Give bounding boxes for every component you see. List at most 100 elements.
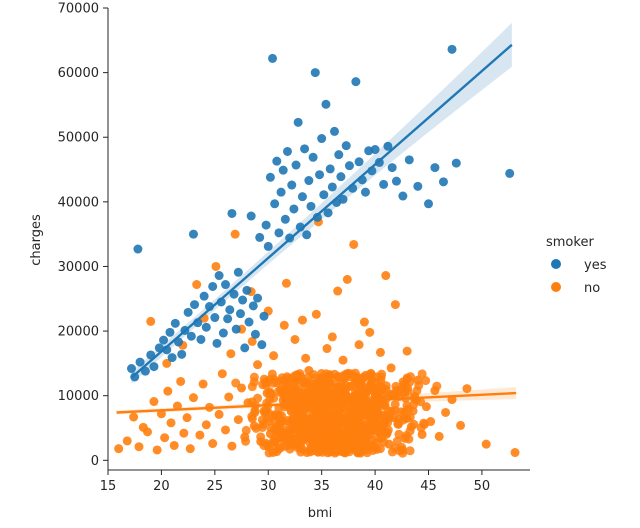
y-tick-label: 40000 — [58, 195, 99, 210]
data-point — [274, 228, 284, 238]
data-point — [253, 393, 263, 403]
data-point — [249, 421, 259, 431]
plot-area — [114, 22, 520, 458]
data-point — [397, 384, 407, 394]
data-point — [165, 327, 175, 337]
data-point — [381, 271, 391, 281]
data-point — [319, 190, 329, 200]
data-point — [240, 432, 250, 442]
data-point — [290, 334, 300, 344]
data-point — [322, 414, 332, 424]
data-point — [242, 285, 252, 295]
data-point — [269, 374, 279, 384]
data-point — [276, 187, 286, 197]
data-point — [292, 370, 302, 380]
data-point — [400, 433, 410, 443]
data-point — [199, 291, 209, 301]
data-point — [338, 194, 348, 204]
data-point — [182, 413, 192, 423]
data-point — [162, 358, 172, 368]
data-point — [430, 163, 440, 173]
data-point — [310, 68, 320, 78]
data-point — [426, 417, 436, 427]
data-point — [255, 232, 265, 242]
data-point — [327, 182, 337, 192]
data-point — [383, 141, 393, 151]
data-point — [375, 347, 385, 357]
data-point — [350, 368, 360, 378]
data-point — [223, 314, 233, 324]
data-point — [134, 442, 144, 452]
data-point — [451, 158, 461, 168]
data-point — [246, 211, 256, 221]
data-point — [282, 146, 292, 156]
data-point — [304, 365, 314, 375]
data-point — [379, 419, 389, 429]
data-point — [303, 388, 313, 398]
data-point — [329, 445, 339, 455]
data-point — [336, 172, 346, 182]
data-point — [357, 390, 367, 400]
legend: smoker yes no — [546, 235, 607, 296]
data-point — [421, 402, 431, 412]
data-point — [163, 386, 173, 396]
data-point — [366, 425, 376, 435]
data-point — [405, 446, 415, 456]
data-point — [227, 441, 237, 451]
data-point — [351, 77, 361, 87]
data-point — [248, 301, 258, 311]
data-point — [316, 406, 326, 416]
data-point — [250, 329, 260, 339]
y-tick-label: 30000 — [58, 260, 99, 275]
data-point — [274, 425, 284, 435]
data-point — [350, 423, 360, 433]
data-point — [396, 407, 406, 417]
data-point — [133, 244, 143, 254]
data-point — [402, 346, 412, 356]
data-point — [322, 344, 332, 354]
data-point — [201, 322, 211, 332]
regression-line — [130, 43, 513, 379]
data-point — [268, 53, 278, 63]
y-tick-label: 50000 — [58, 131, 99, 146]
data-point — [233, 415, 243, 425]
data-point — [342, 274, 352, 284]
data-point — [308, 152, 318, 162]
x-tick-label: 50 — [474, 479, 491, 494]
data-point — [333, 286, 343, 296]
data-point — [264, 416, 274, 426]
data-point — [249, 377, 259, 387]
data-point — [235, 309, 245, 319]
data-point — [196, 334, 206, 344]
legend-marker-no — [551, 282, 561, 292]
data-point — [227, 208, 237, 218]
data-point — [312, 212, 322, 222]
data-point — [342, 438, 352, 448]
data-point — [190, 300, 200, 310]
data-point — [258, 380, 268, 390]
data-point — [406, 422, 416, 432]
data-point — [122, 436, 132, 446]
data-point — [369, 399, 379, 409]
data-point — [320, 423, 330, 433]
data-point — [179, 428, 189, 438]
x-axis-label: bmi — [308, 506, 333, 521]
data-point — [365, 382, 375, 392]
data-point — [229, 289, 239, 299]
data-point — [364, 410, 374, 420]
data-point — [240, 343, 250, 353]
data-point — [456, 420, 466, 430]
data-point — [149, 362, 159, 372]
data-point — [334, 411, 344, 421]
data-point — [315, 170, 325, 180]
data-point — [188, 229, 198, 239]
data-point — [247, 336, 257, 346]
x-ticks: 15 20 25 30 35 40 45 50 — [100, 470, 490, 494]
data-point — [410, 391, 420, 401]
data-point — [307, 411, 317, 421]
data-point — [323, 377, 333, 387]
data-point — [321, 99, 331, 109]
data-point — [170, 318, 180, 328]
data-point — [417, 429, 427, 439]
data-point — [226, 349, 236, 359]
